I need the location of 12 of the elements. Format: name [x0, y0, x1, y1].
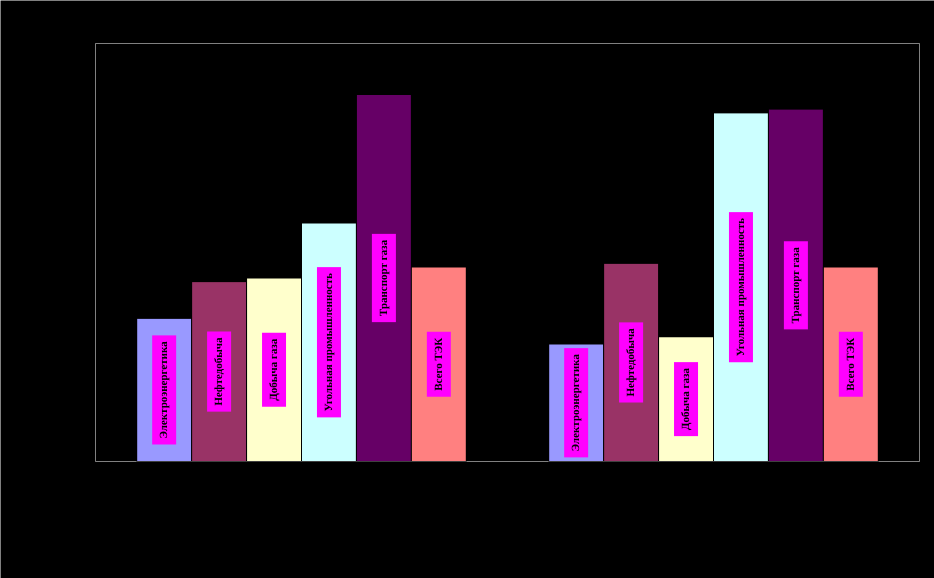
series-label: Нефтедобыча — [213, 336, 226, 406]
series-label: Добыча газа — [268, 338, 280, 401]
text: Нефтедобыча — [625, 328, 638, 396]
text: Всего ТЭК — [432, 338, 445, 391]
text: Добыча газа — [680, 368, 692, 430]
series-label: Угольная промышленность — [322, 272, 335, 412]
text: Транспорт газа — [790, 247, 802, 324]
text: Электроэнергетика — [158, 341, 170, 439]
series-label: Транспорт газа — [378, 239, 390, 316]
text: Угольная промышленность — [734, 218, 747, 356]
series-label: Электроэнергетика — [570, 354, 582, 452]
series-label: Всего ТЭК — [844, 338, 857, 391]
